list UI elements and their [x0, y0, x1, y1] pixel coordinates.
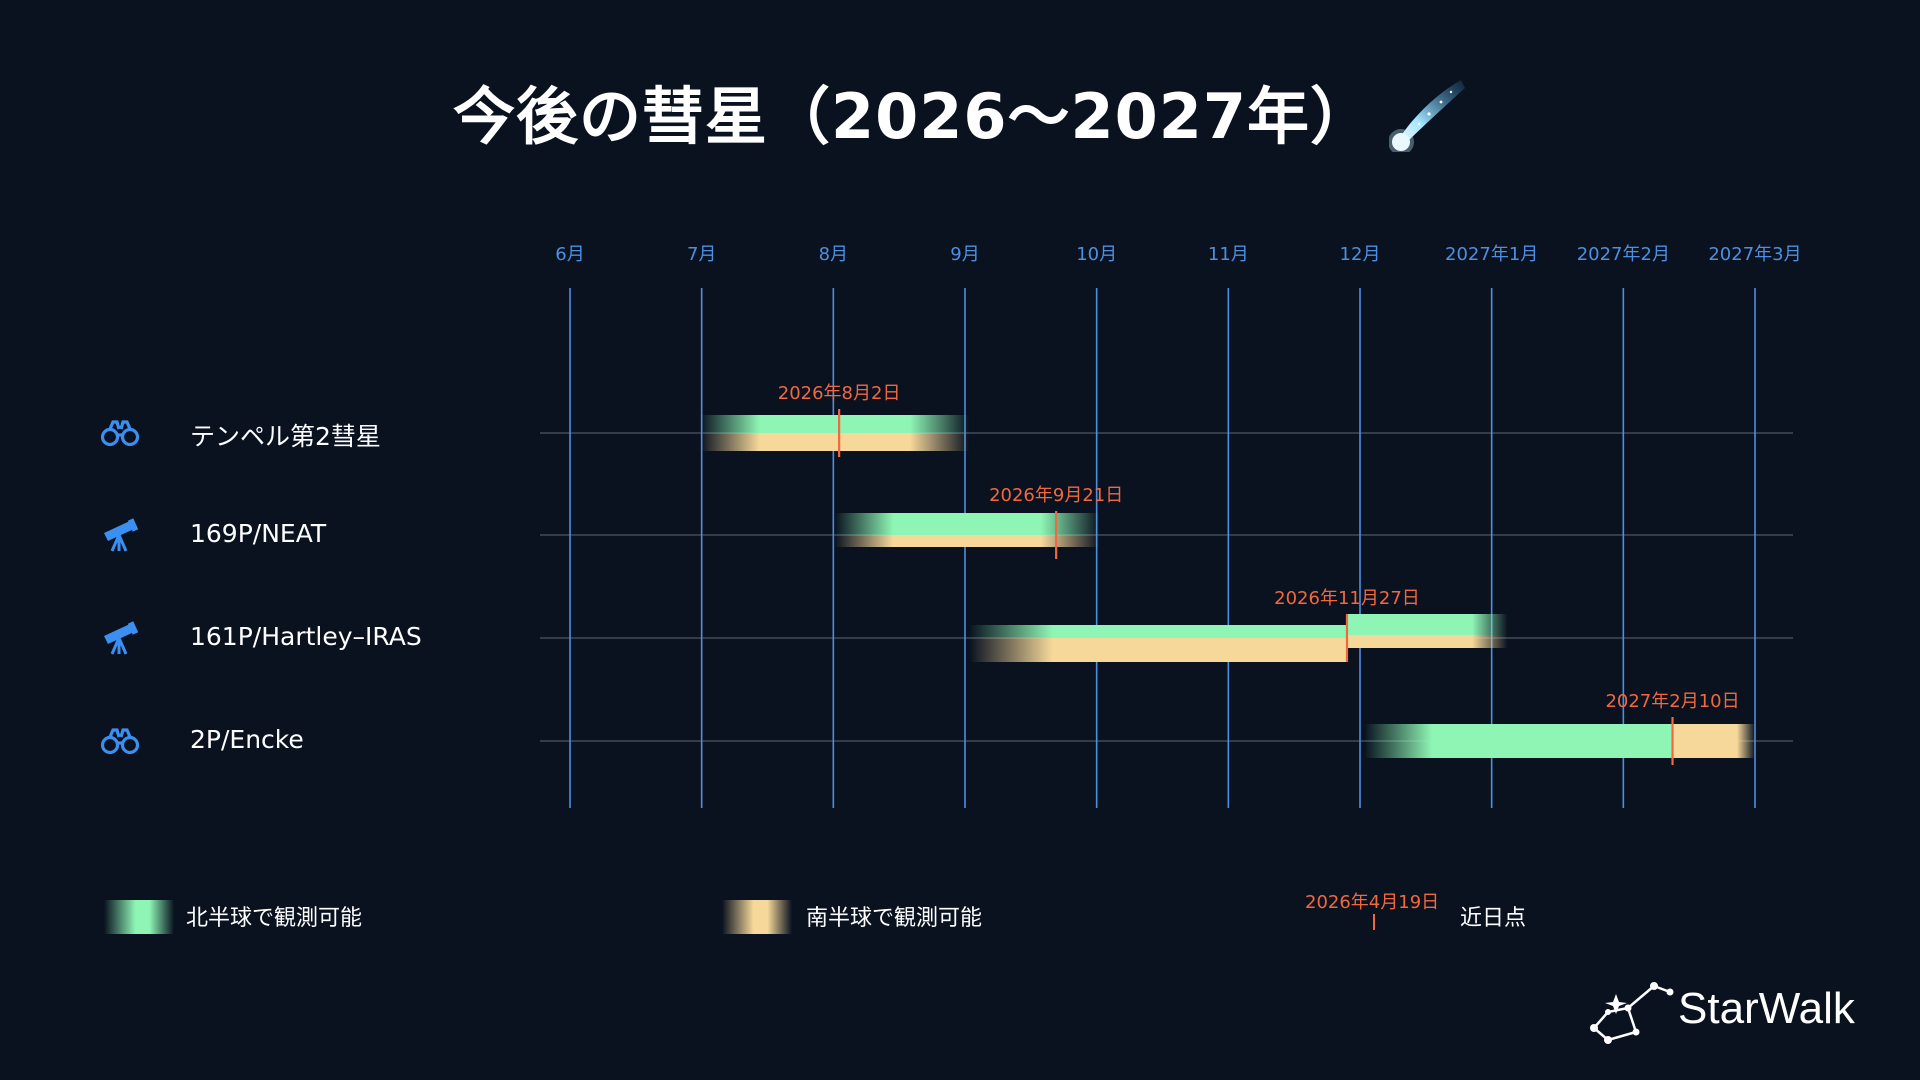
legend-perihelion-example-date: 2026年4月19日	[1305, 892, 1440, 913]
binoculars-icon	[100, 415, 140, 451]
south-visibility-band	[834, 535, 1100, 547]
binoculars-icon	[100, 723, 140, 759]
month-tick-label: 11月	[1208, 244, 1249, 265]
chart-title-text: 今後の彗星（2026〜2027年）	[452, 80, 1374, 153]
perihelion-date-label: 2026年9月21日	[989, 485, 1123, 506]
perihelion-date-label: 2026年8月2日	[778, 383, 901, 404]
month-tick-label: 10月	[1076, 244, 1117, 265]
telescope-icon	[100, 517, 140, 553]
north-visibility-band	[1346, 614, 1508, 635]
south-visibility-band	[700, 433, 970, 451]
month-tick-label: 8月	[819, 244, 848, 265]
legend-north-label: 北半球で観測可能	[186, 906, 363, 931]
comet-name-label: 169P/NEAT	[190, 519, 327, 548]
legend-perihelion-tick	[1373, 914, 1375, 930]
month-tick-label: 6月	[555, 244, 584, 265]
month-tick-label: 2027年3月	[1708, 244, 1801, 265]
comet-name-label: テンペル第2彗星	[190, 422, 381, 451]
south-visibility-band	[1672, 724, 1755, 758]
perihelion-date-label: 2026年11月27日	[1274, 588, 1420, 609]
brand-name: StarWalk	[1678, 984, 1855, 1033]
comet-icon	[1388, 74, 1467, 167]
perihelion-date-label: 2027年2月10日	[1605, 691, 1739, 712]
chart-title: 今後の彗星（2026〜2027年）	[0, 66, 1920, 167]
legend-perihelion-label: 近日点	[1460, 906, 1527, 931]
legend-south-label: 南半球で観測可能	[806, 906, 983, 931]
north-visibility-band	[834, 513, 1100, 535]
north-visibility-band	[969, 625, 1347, 638]
legend-north-swatch	[104, 900, 174, 934]
north-visibility-band	[700, 415, 970, 433]
south-visibility-band	[969, 638, 1347, 662]
south-visibility-band	[1346, 635, 1508, 648]
month-tick-label: 7月	[687, 244, 716, 265]
comet-name-label: 161P/Hartley–IRAS	[190, 622, 422, 651]
north-visibility-band	[1364, 724, 1673, 758]
month-tick-label: 2027年2月	[1577, 244, 1670, 265]
month-tick-label: 2027年1月	[1445, 244, 1538, 265]
constellation-logo-icon	[1590, 982, 1674, 1044]
starwalk-logo: StarWalk	[1586, 978, 1856, 1048]
telescope-icon	[100, 620, 140, 656]
month-tick-label: 12月	[1340, 244, 1381, 265]
comet-name-label: 2P/Encke	[190, 725, 304, 754]
month-tick-label: 9月	[950, 244, 979, 265]
legend-south-swatch	[722, 900, 792, 934]
